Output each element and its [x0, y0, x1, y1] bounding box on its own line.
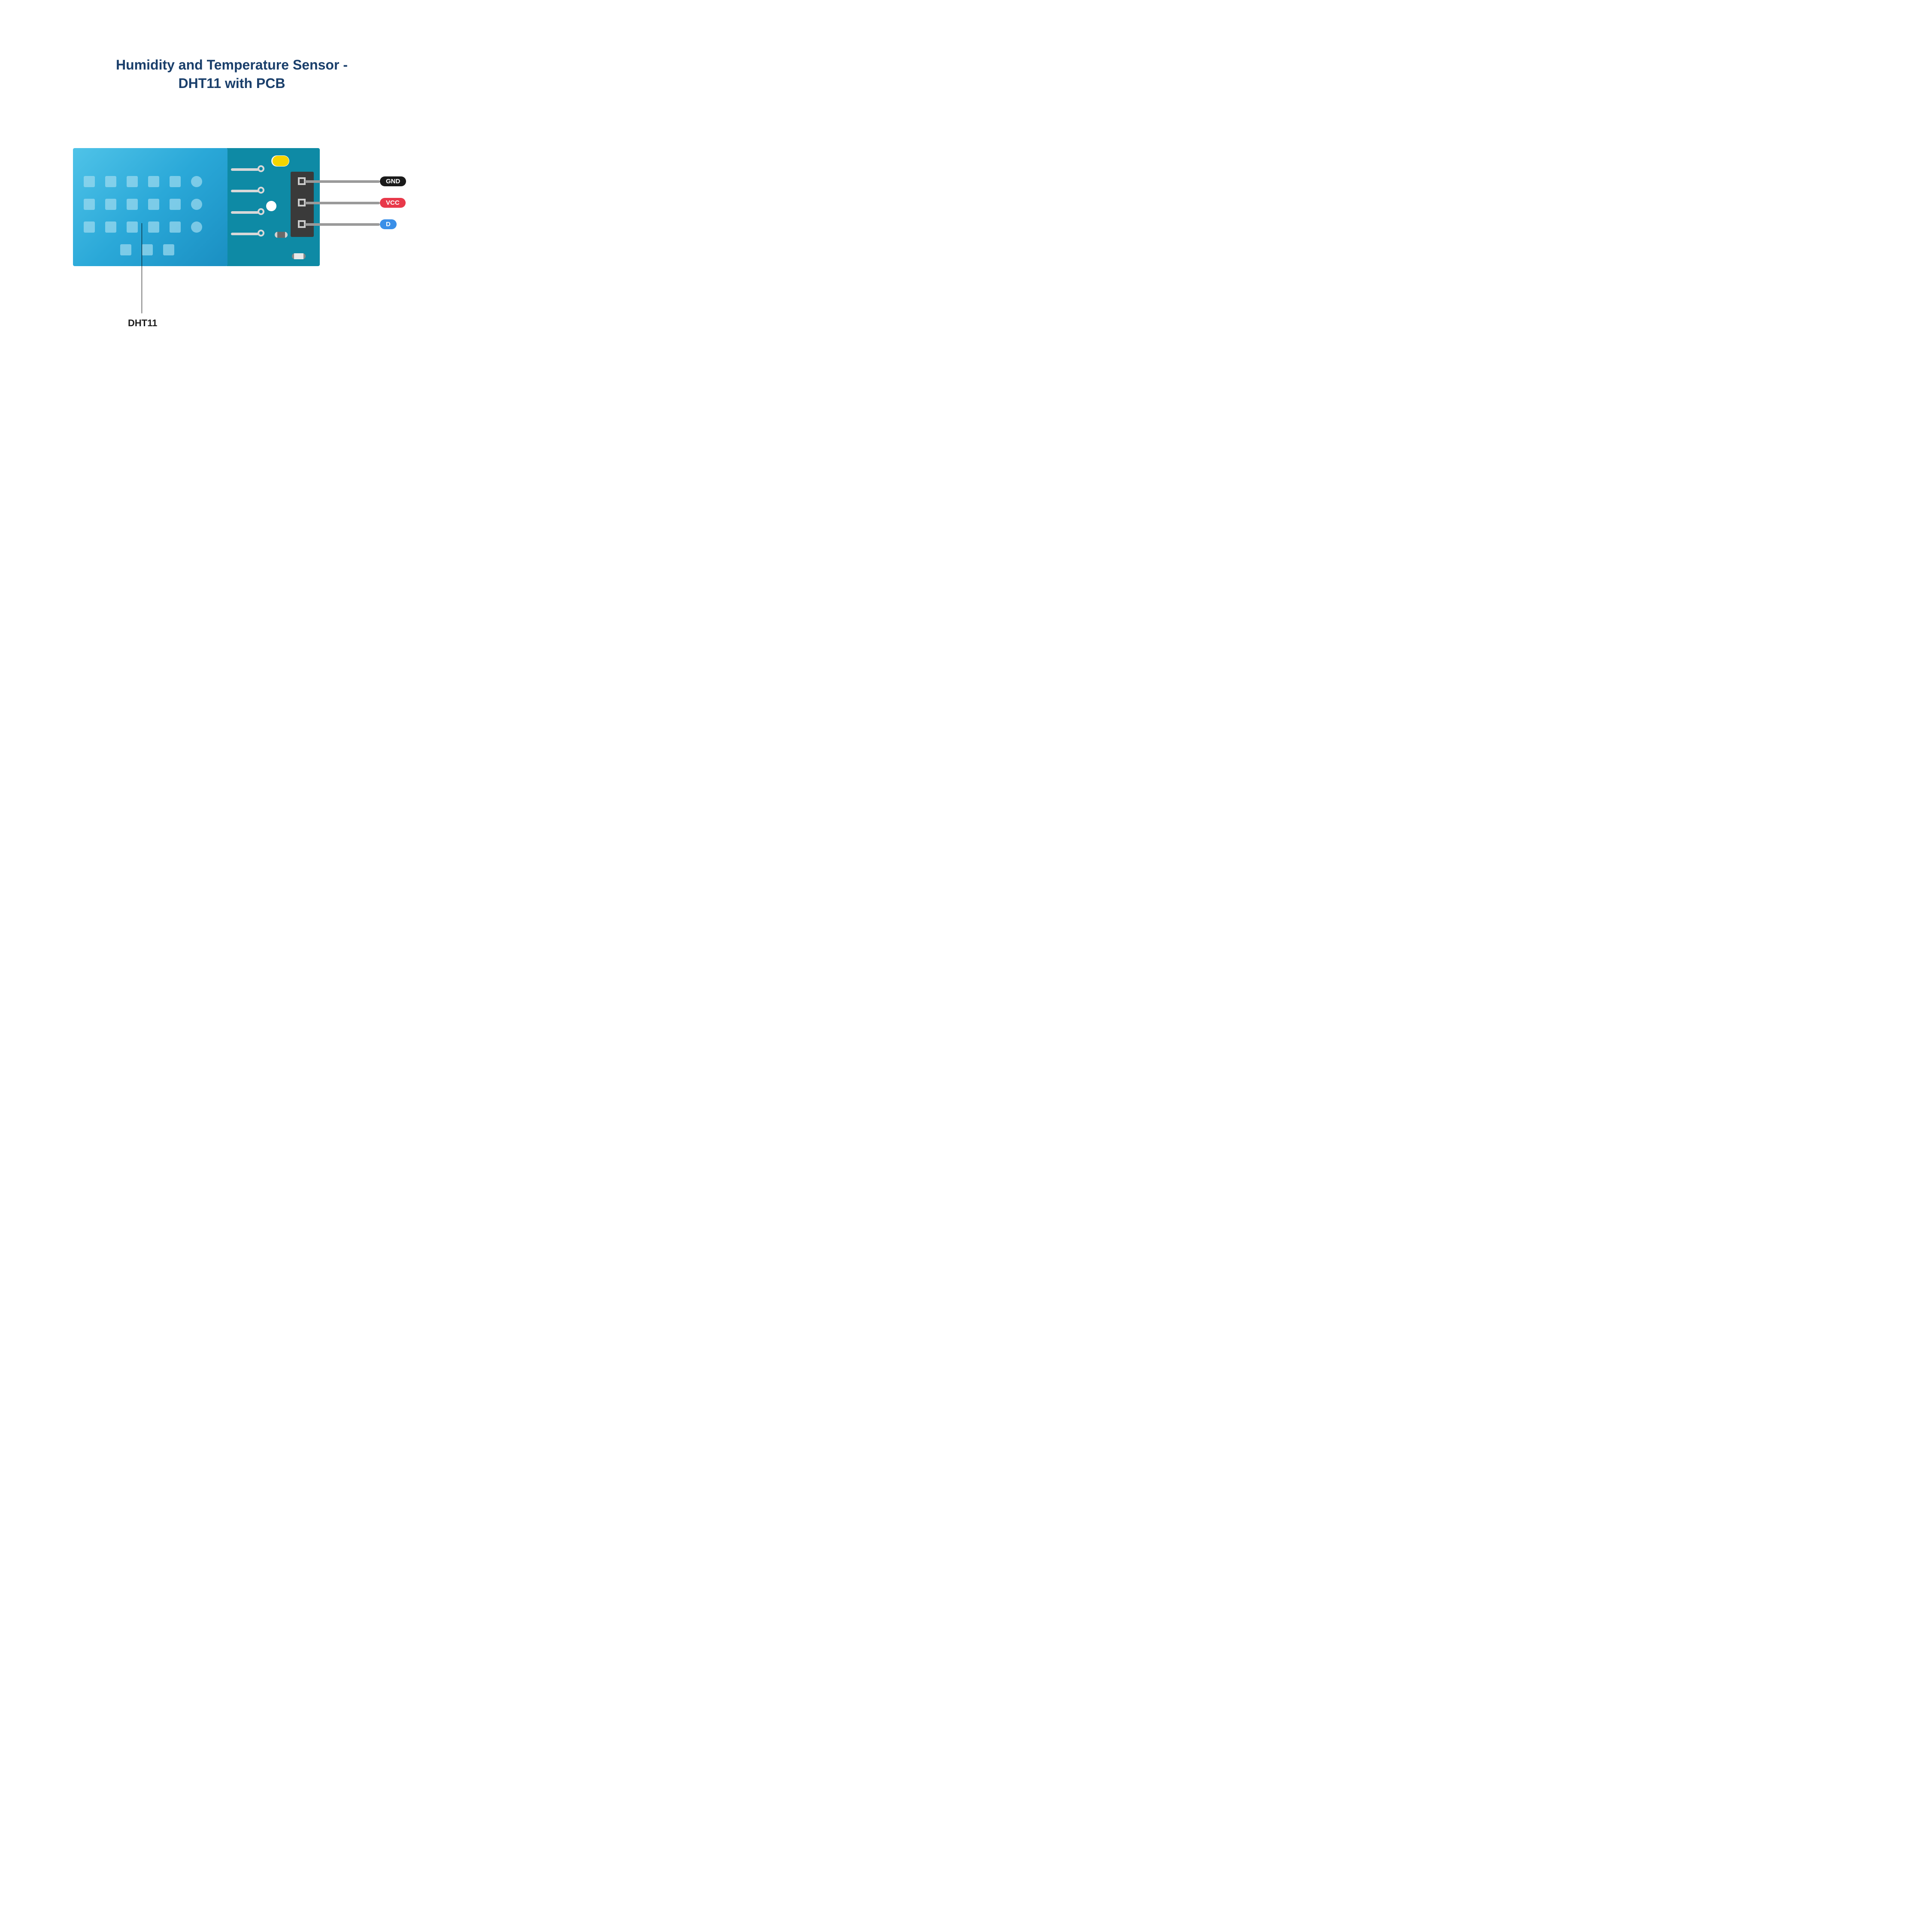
sensor-hole [148, 176, 159, 187]
sensor-hole [191, 221, 202, 233]
trace-line [231, 190, 259, 192]
sensor-hole [170, 221, 181, 233]
sensor-hole [191, 199, 202, 210]
sensor-hole [84, 199, 95, 210]
sensor-hole [84, 221, 95, 233]
sensor-hole [170, 199, 181, 210]
title-line1: Humidity and Temperature Sensor - [116, 57, 348, 73]
pin-label-vcc: VCC [380, 198, 406, 208]
sensor-hole [84, 176, 95, 187]
callout-label: DHT11 [128, 318, 157, 329]
pin-wire [305, 202, 380, 204]
title-line2: DHT11 with PCB [179, 76, 285, 91]
trace-via [258, 208, 264, 215]
trace-via [258, 187, 264, 194]
sensor-hole [127, 221, 138, 233]
pin-wire [305, 180, 380, 183]
sensor-hole [120, 244, 131, 255]
trace-line [231, 233, 259, 235]
sensor-hole [105, 176, 116, 187]
sensor-hole [170, 176, 181, 187]
pin-label-gnd: GND [380, 176, 406, 186]
sensor-hole [127, 176, 138, 187]
sensor-hole [163, 244, 174, 255]
sensor-diagram: GNDVCCD DHT11 [73, 148, 391, 285]
trace-line [231, 211, 259, 214]
sensor-hole [191, 176, 202, 187]
mounting-hole [266, 201, 276, 211]
trace-via [258, 165, 264, 172]
trace-line [231, 168, 259, 171]
smd-resistor-1 [275, 232, 288, 238]
sensor-hole [127, 199, 138, 210]
sensor-hole [105, 221, 116, 233]
diagram-title: Humidity and Temperature Sensor - DHT11 … [0, 56, 464, 93]
sensor-hole [148, 221, 159, 233]
trace-via [258, 230, 264, 237]
smd-resistor-2 [292, 253, 306, 259]
sensor-hole [148, 199, 159, 210]
sensor-hole [105, 199, 116, 210]
pin-wire [305, 223, 380, 226]
pin-label-d: D [380, 219, 397, 229]
sensor-hole [142, 244, 153, 255]
led-yellow [273, 156, 289, 166]
